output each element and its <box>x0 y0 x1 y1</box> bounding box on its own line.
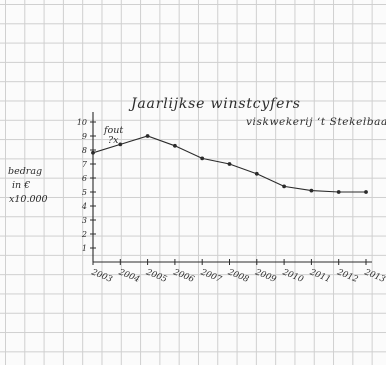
y-axis-label-line-1: bedrag <box>8 166 42 177</box>
x-tick-label-2005: 2005 <box>144 267 169 285</box>
data-point-2003 <box>91 150 95 155</box>
x-tick-label-2011: 2011 <box>307 267 332 285</box>
x-tick-label-2012: 2012 <box>335 267 360 285</box>
y-axis-label-line-2: in € <box>12 180 30 191</box>
data-point-2012 <box>336 190 341 194</box>
x-tick-label-2004: 2004 <box>116 267 141 285</box>
y-tick-label-4: 4 <box>81 202 87 211</box>
y-tick-label-8: 8 <box>82 146 87 155</box>
y-tick-label-5: 5 <box>82 188 87 197</box>
x-tick-label-2010: 2010 <box>280 267 305 285</box>
data-point-2006 <box>173 143 177 148</box>
x-tick-label-2008: 2008 <box>225 267 250 285</box>
y-tick-label-6: 6 <box>82 174 87 183</box>
chart-title: Jaarlijkse winstcyfers <box>128 96 301 112</box>
x-tick-label-2003: 2003 <box>89 267 114 285</box>
y-tick-label-2: 2 <box>81 230 87 239</box>
x-tick-label-2007: 2007 <box>198 267 223 285</box>
data-point-2007 <box>200 156 205 161</box>
y-tick-label-3: 3 <box>82 216 87 225</box>
data-point-2004 <box>118 142 123 147</box>
annotation-fout: fout <box>103 125 123 136</box>
y-tick-label-7: 7 <box>82 160 88 169</box>
data-point-2005 <box>145 134 150 138</box>
y-tick-label-1: 1 <box>82 244 87 253</box>
data-point-2010 <box>282 184 286 189</box>
y-axis-label-line-3: x10.000 <box>9 194 48 205</box>
data-point-2009 <box>254 171 259 176</box>
chart-subtitle: viskwekerij ‘t Stekelbaarsje <box>246 116 386 128</box>
x-tick-label-2013: 2013 <box>362 267 386 285</box>
y-tick-label-10: 10 <box>77 118 87 127</box>
x-tick-label-2009: 2009 <box>253 267 278 285</box>
x-tick-label-2006: 2006 <box>171 267 196 285</box>
y-tick-label-9: 9 <box>82 132 87 141</box>
data-point-2008 <box>227 162 232 166</box>
data-point-2013 <box>364 190 368 194</box>
data-point-2011 <box>309 188 314 193</box>
annotation-question: ?x <box>108 135 119 146</box>
